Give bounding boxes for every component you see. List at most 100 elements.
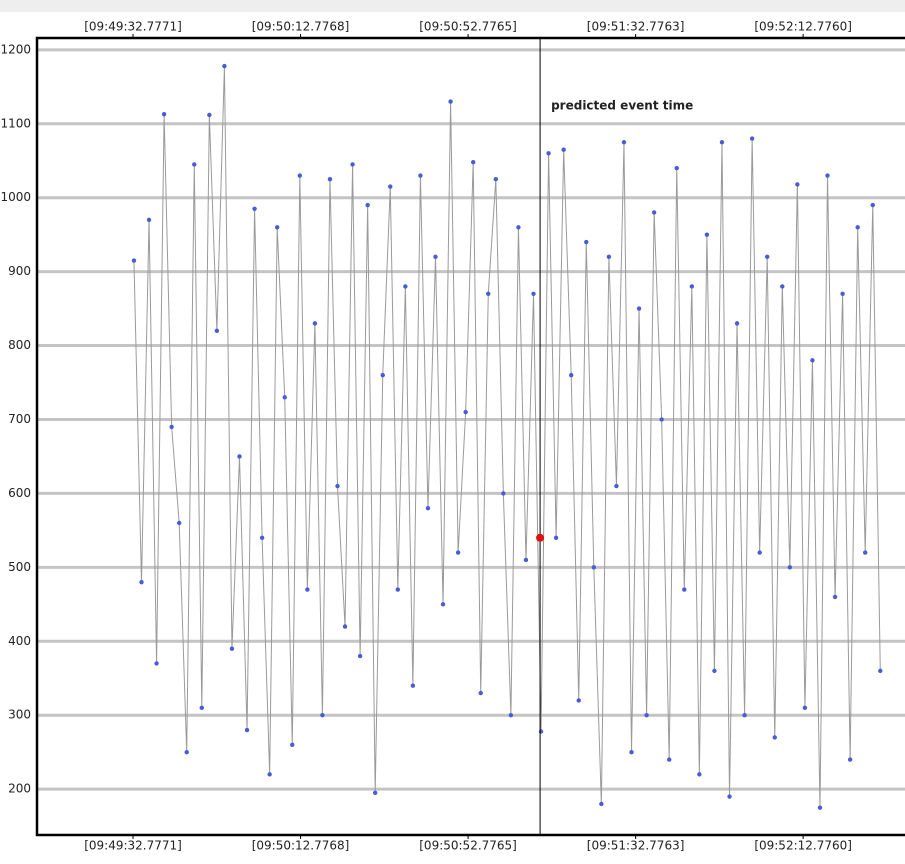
x-tick-label: [09:51:32.7763] <box>587 839 685 853</box>
data-point <box>682 587 687 592</box>
data-point <box>184 749 189 755</box>
y-tick-label: 900 <box>8 264 31 278</box>
data-point <box>297 173 303 178</box>
data-point <box>787 565 793 570</box>
data-point <box>267 772 272 777</box>
data-point <box>802 705 808 711</box>
data-point <box>538 729 544 734</box>
data-point <box>161 111 167 117</box>
data-point <box>486 291 491 297</box>
data-point <box>395 587 401 592</box>
data-point <box>561 147 566 152</box>
y-tick-label: 1200 <box>0 42 31 56</box>
data-point <box>508 713 514 718</box>
data-point <box>546 151 551 156</box>
data-point <box>455 550 461 555</box>
data-point <box>727 794 732 799</box>
data-point <box>320 713 325 718</box>
data-point <box>584 239 589 245</box>
y-tick-label: 1000 <box>0 190 31 204</box>
data-point <box>734 321 740 326</box>
data-point <box>463 409 468 415</box>
data-point <box>825 173 830 178</box>
x-tick-label-top: [09:49:32.7771] <box>84 20 182 34</box>
data-point <box>229 646 235 651</box>
data-point <box>810 358 815 363</box>
data-point <box>636 306 642 311</box>
data-point <box>146 217 152 223</box>
data-point <box>478 690 483 696</box>
data-point <box>312 321 318 326</box>
data-point <box>667 757 672 762</box>
data-point <box>335 483 340 489</box>
data-point <box>531 291 536 297</box>
data-point <box>365 202 370 208</box>
data-point <box>795 182 800 187</box>
y-tick-label: 400 <box>8 634 31 648</box>
data-point <box>380 372 385 378</box>
data-point <box>327 177 333 182</box>
data-point <box>599 801 604 807</box>
data-point <box>501 491 506 496</box>
data-point <box>154 661 159 666</box>
y-tick-label: 200 <box>8 782 31 796</box>
data-point <box>214 328 220 333</box>
x-tick-label: [09:50:12.7768] <box>252 839 350 853</box>
data-point <box>772 735 777 740</box>
data-point <box>350 162 355 167</box>
y-tick-label: 600 <box>8 486 31 500</box>
y-tick-label: 300 <box>8 708 31 722</box>
data-point <box>659 417 664 422</box>
data-point <box>765 254 770 260</box>
highlight-point <box>536 533 545 542</box>
x-tick-label-top: [09:51:32.7763] <box>587 20 685 34</box>
event-label: predicted event time <box>551 99 693 113</box>
data-point <box>433 254 438 260</box>
data-point <box>523 557 529 563</box>
data-point <box>207 112 212 118</box>
data-point <box>139 579 144 585</box>
data-point <box>832 594 838 600</box>
data-point <box>855 225 860 230</box>
data-point <box>342 624 348 629</box>
plot-area <box>131 38 883 835</box>
data-point <box>222 63 227 69</box>
data-point <box>651 210 657 215</box>
x-tick-label-top: [09:50:52.7765] <box>419 20 517 34</box>
data-point <box>274 225 280 230</box>
data-point <box>870 202 875 208</box>
data-point <box>493 177 499 182</box>
data-point <box>169 424 174 430</box>
y-tick-label: 800 <box>8 338 31 352</box>
data-point <box>553 535 559 540</box>
data-point <box>749 136 755 141</box>
data-point <box>621 140 627 145</box>
data-point <box>237 454 242 459</box>
y-tick-label: 500 <box>8 560 31 574</box>
data-point <box>591 565 597 570</box>
data-point <box>418 173 423 178</box>
x-tick-label: [09:50:52.7765] <box>419 839 517 853</box>
data-point <box>372 790 378 796</box>
data-point <box>817 805 823 810</box>
data-point <box>448 99 453 104</box>
data-point <box>357 653 363 659</box>
data-point <box>569 372 574 378</box>
data-point <box>410 683 416 688</box>
y-tick-label: 700 <box>8 412 31 426</box>
data-point <box>290 742 295 748</box>
x-tick-label: [09:52:12.7760] <box>754 839 852 853</box>
y-tick-label: 1100 <box>0 116 31 130</box>
x-tick-label-top: [09:50:12.7768] <box>252 20 350 34</box>
x-tick-label-top: [09:52:12.7760] <box>754 20 852 34</box>
data-point <box>757 550 762 555</box>
x-tick-label: [09:49:32.7771] <box>84 839 182 853</box>
data-point <box>305 587 310 592</box>
top-strip <box>0 0 905 12</box>
data-point <box>847 757 853 762</box>
data-point <box>192 162 197 167</box>
data-point <box>425 506 431 511</box>
data-point <box>199 705 205 711</box>
data-point <box>697 772 702 777</box>
